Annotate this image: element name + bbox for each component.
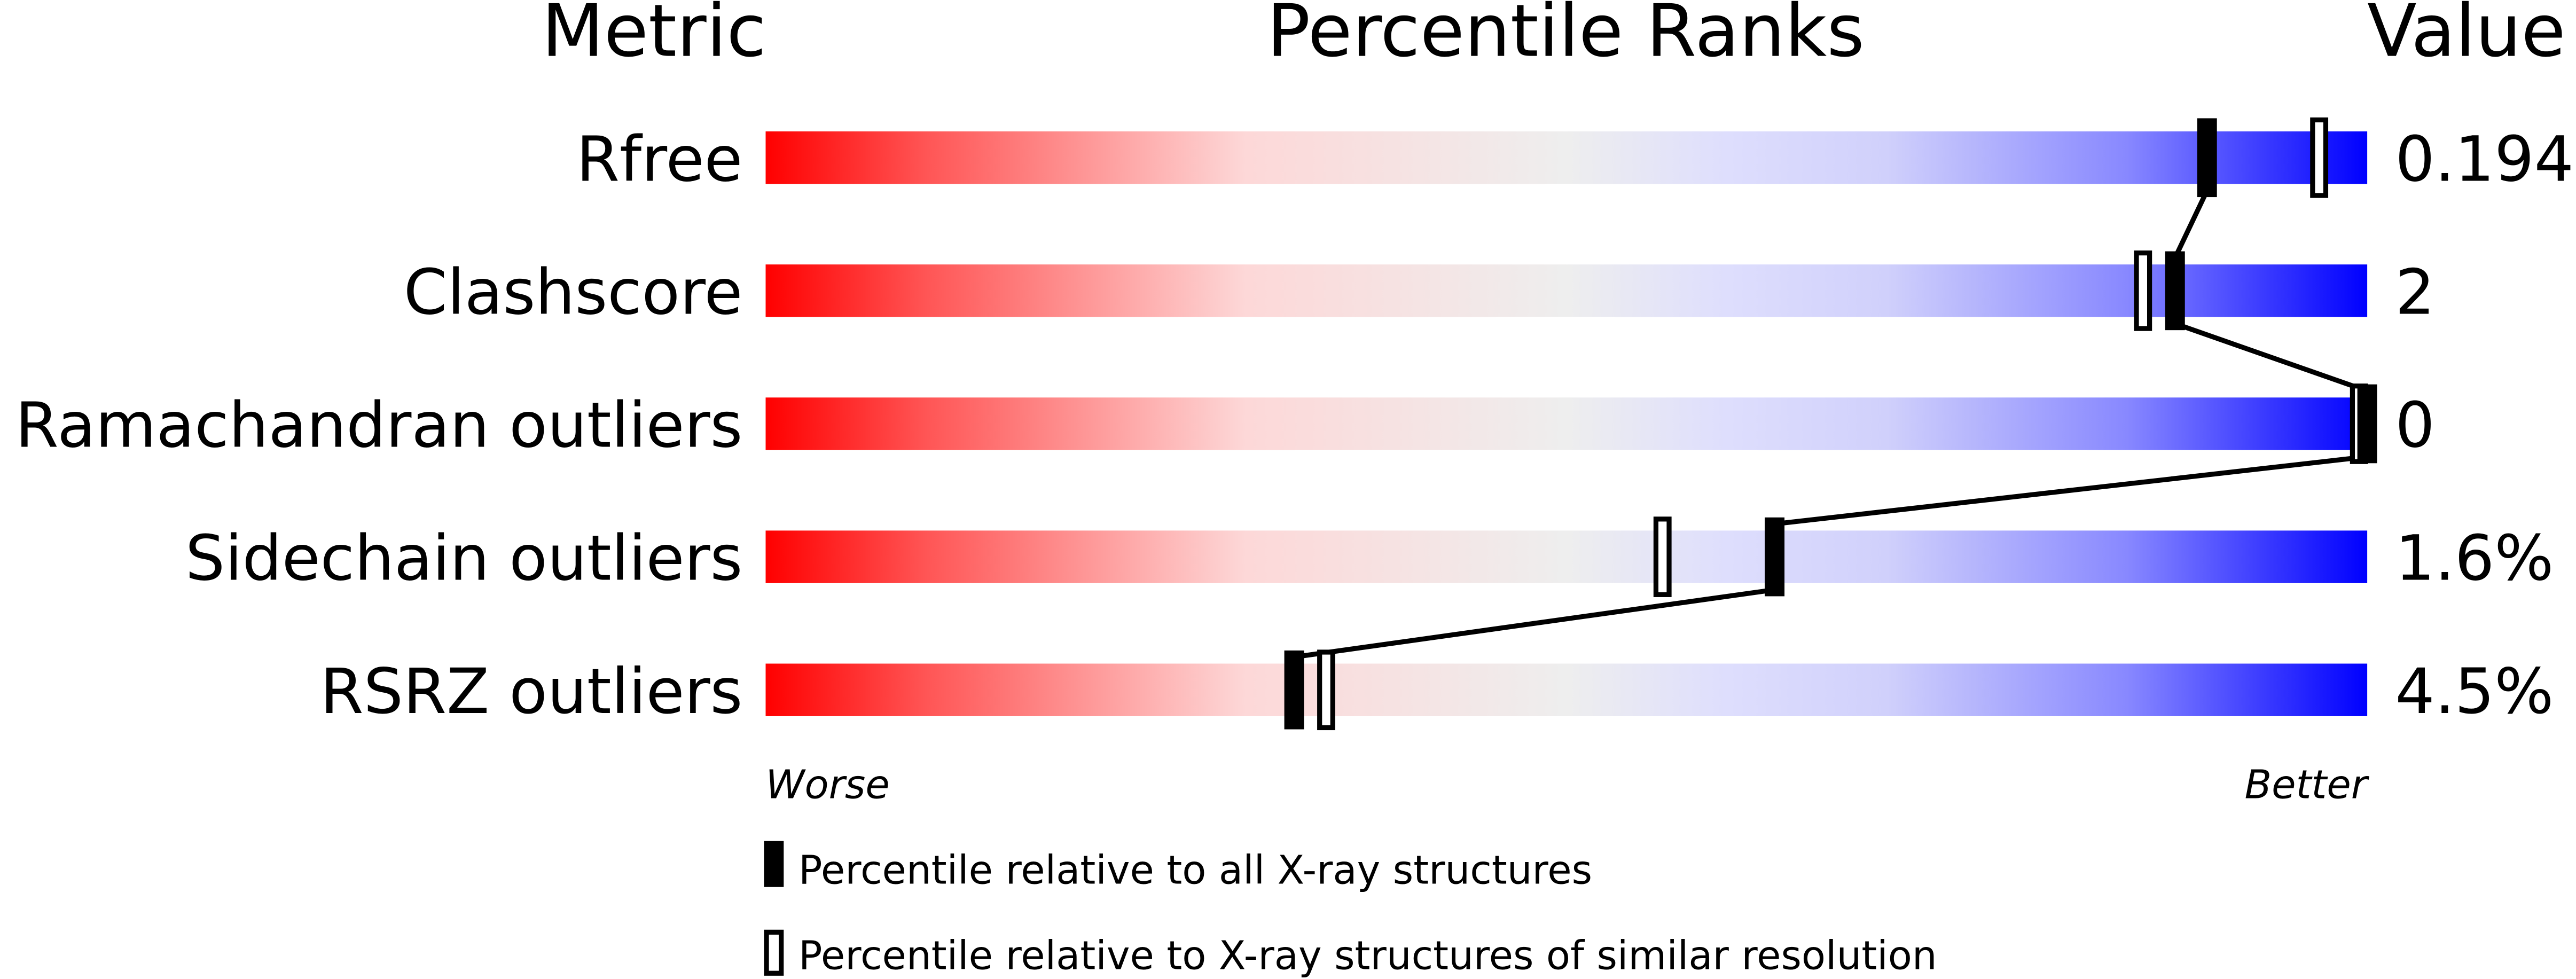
metric-label: Sidechain outliers (185, 522, 742, 595)
metric-value: 4.5% (2395, 655, 2554, 728)
metric-label: Rfree (576, 123, 743, 195)
percentile-bar (765, 530, 2368, 583)
marker-similar-resolution (2134, 250, 2152, 331)
percentile-bar (765, 264, 2368, 317)
marker-all-structures (1284, 650, 1304, 730)
marker-similar-resolution (2310, 117, 2329, 198)
marker-all-structures (2197, 118, 2217, 198)
marker-similar-resolution (1653, 516, 1672, 597)
legend-all-swatch (764, 841, 784, 887)
legend-similar-label: Percentile relative to X-ray structures … (798, 933, 1937, 979)
metric-value: 0.194 (2395, 123, 2574, 195)
header-percentile-ranks: Percentile Ranks (1267, 0, 1865, 73)
axis-worse-label: Worse (765, 762, 889, 808)
metric-value: 2 (2395, 256, 2434, 328)
metric-label: RSRZ outliers (320, 655, 743, 728)
marker-similar-resolution (1317, 649, 1335, 731)
header-metric: Metric (542, 0, 766, 73)
axis-better-label: Better (2244, 762, 2369, 808)
metric-label: Ramachandran outliers (15, 389, 743, 462)
legend-all-label: Percentile relative to all X-ray structu… (798, 848, 1592, 894)
metric-label: Clashscore (404, 256, 743, 328)
marker-all-structures (2165, 251, 2185, 331)
percentile-bar (765, 397, 2368, 450)
legend-similar-swatch (764, 929, 784, 976)
metric-value: 0 (2395, 389, 2434, 462)
metric-value: 1.6% (2395, 522, 2554, 595)
marker-all-structures (2357, 384, 2377, 464)
percentile-bar (765, 663, 2368, 716)
percentile-bar (765, 131, 2368, 184)
marker-all-structures (1765, 517, 1785, 597)
header-value: Value (2367, 0, 2566, 73)
